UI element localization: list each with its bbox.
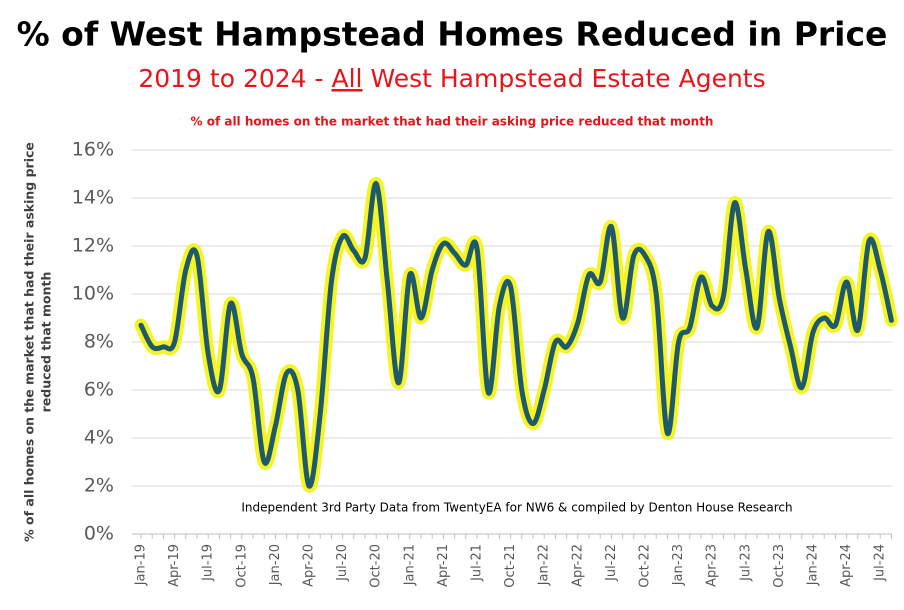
y-tick-label: 4% (84, 427, 114, 449)
x-tick-label: Apr-24 (839, 544, 854, 587)
x-tick-label: Apr-22 (570, 544, 585, 587)
x-tick-label-group: Oct-22 (638, 544, 653, 588)
x-tick-label-group: Jan-19 (134, 544, 149, 586)
x-tick-label: Oct-21 (503, 544, 518, 588)
source-note: Independent 3rd Party Data from TwentyEA… (241, 501, 792, 515)
y-tick-label: 16% (72, 139, 114, 161)
x-tick-label: Jan-19 (134, 544, 149, 586)
x-tick-label-group: Apr-19 (167, 544, 182, 587)
x-tick-label: Jul-20 (335, 544, 350, 582)
x-tick-label: Jul-21 (470, 544, 485, 582)
x-tick-label-group: Oct-23 (772, 544, 787, 588)
x-tick-label: Apr-21 (436, 544, 451, 587)
x-tick-label: Jul-23 (738, 544, 753, 582)
y-tick-label: 6% (84, 379, 114, 401)
x-tick-label: Apr-23 (705, 544, 720, 587)
x-tick-label: Jan-20 (268, 544, 283, 586)
y-tick-label: 12% (72, 235, 114, 257)
subtitle-part: 2019 to 2024 - (138, 64, 331, 93)
x-tick-label: Jul-24 (873, 544, 888, 582)
x-tick-label-group: Jul-22 (604, 544, 619, 582)
x-tick-label-group: Jan-23 (671, 544, 686, 586)
x-tick-label-group: Jan-24 (806, 544, 821, 586)
x-tick-label-group: Apr-21 (436, 544, 451, 587)
x-tick-label-group: Jan-22 (537, 544, 552, 586)
line (138, 181, 894, 489)
x-tick-label: Jan-23 (671, 544, 686, 586)
chart-title: % of West Hampstead Homes Reduced in Pri… (17, 15, 888, 54)
x-tick-label: Jul-22 (604, 544, 619, 582)
x-tick-label-group: Jul-19 (201, 544, 216, 582)
x-tick-label-group: Jan-20 (268, 544, 283, 586)
x-tick-label-group: Apr-22 (570, 544, 585, 587)
x-tick-label: Oct-19 (234, 544, 249, 588)
subtitle-part: West Hampstead Estate Agents (363, 64, 766, 93)
x-tick-label-group: Apr-23 (705, 544, 720, 587)
annotation: % of all homes on the market that had th… (191, 115, 714, 129)
x-tick-label: Apr-20 (302, 544, 317, 587)
x-tick-label: Oct-23 (772, 544, 787, 588)
x-tick-label: Jan-22 (537, 544, 552, 586)
y-tick-label: 10% (72, 283, 114, 305)
x-tick-label: Oct-20 (369, 544, 384, 588)
y-tick-label: 0% (84, 523, 114, 545)
x-tick-label-group: Oct-20 (369, 544, 384, 588)
x-tick-label-group: Jul-21 (470, 544, 485, 582)
x-tick-label: Jan-24 (806, 544, 821, 586)
x-tick-label-group: Jan-21 (402, 544, 417, 586)
x-tick-label-group: Jul-23 (738, 544, 753, 582)
subtitle-part: All (332, 64, 363, 93)
y-tick-label: 2% (84, 475, 114, 497)
x-tick-label-group: Apr-24 (839, 544, 854, 587)
y-tick-label: 8% (84, 331, 114, 353)
chart-subtitle: 2019 to 2024 - All West Hampstead Estate… (138, 64, 765, 93)
x-tick-label: Apr-19 (167, 544, 182, 587)
y-axis-title: % of all homes on the market that had th… (22, 142, 54, 542)
y-tick-label: 14% (72, 187, 114, 209)
x-tick-label-group: Jul-24 (873, 544, 888, 582)
x-tick-label-group: Oct-21 (503, 544, 518, 588)
y-axis-title-line: % of all homes on the market that had th… (22, 142, 37, 542)
x-tick-label: Jan-21 (402, 544, 417, 586)
x-tick-label-group: Jul-20 (335, 544, 350, 582)
x-tick-label-group: Oct-19 (234, 544, 249, 588)
x-tick-label: Jul-19 (201, 544, 216, 582)
x-tick-label: Oct-22 (638, 544, 653, 588)
x-tick-label-group: Apr-20 (302, 544, 317, 587)
y-axis-title-line: reduced that month (39, 272, 54, 413)
